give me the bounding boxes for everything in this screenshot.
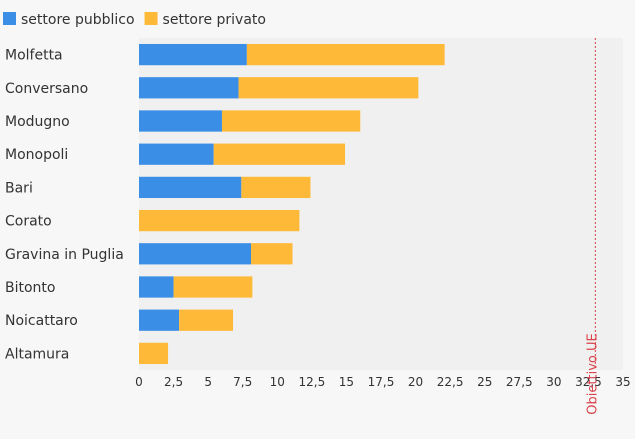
bar-bitonto-settore-privato[interactable]: [173, 276, 253, 298]
bar-monopoli-settore-pubblico[interactable]: [139, 143, 214, 165]
category-label-modugno: Modugno: [5, 114, 70, 130]
category-label-bitonto: Bitonto: [5, 280, 55, 296]
category-label-noicattaro: Noicattaro: [5, 313, 78, 329]
bar-gravina-in-puglia-settore-privato[interactable]: [251, 243, 293, 265]
x-tick-label: 15: [339, 375, 354, 389]
x-tick-label: 30: [546, 375, 561, 389]
x-tick-label: 27,5: [506, 375, 533, 389]
x-tick-label: 12,5: [298, 375, 325, 389]
target-line-group: Obiettivo UE: [585, 38, 600, 415]
x-tick-label: 25: [477, 375, 492, 389]
x-tick-label: 2,5: [164, 375, 183, 389]
bar-bitonto-settore-pubblico[interactable]: [139, 276, 174, 298]
category-label-molfetta: Molfetta: [5, 48, 63, 64]
x-tick-label: 17,5: [368, 375, 395, 389]
bar-conversano-settore-privato[interactable]: [238, 77, 419, 99]
bar-monopoli-settore-privato[interactable]: [213, 143, 346, 165]
bar-bari-settore-pubblico[interactable]: [139, 176, 242, 199]
x-tick-label: 0: [135, 375, 143, 389]
bar-noicattaro-settore-privato[interactable]: [179, 309, 234, 331]
target-line-label: Obiettivo UE: [585, 333, 600, 414]
bar-bari-settore-privato[interactable]: [241, 176, 311, 199]
bar-altamura-settore-privato[interactable]: [139, 342, 169, 365]
category-label-monopoli: Monopoli: [5, 147, 68, 163]
bar-modugno-settore-privato[interactable]: [221, 110, 361, 132]
category-label-corato: Corato: [5, 214, 52, 230]
bar-noicattaro-settore-pubblico[interactable]: [139, 309, 180, 331]
category-label-conversano: Conversano: [5, 81, 88, 97]
bar-corato-settore-privato[interactable]: [139, 209, 300, 232]
bars: [139, 43, 445, 365]
x-tick-label: 35: [615, 375, 630, 389]
category-labels: Molfetta Conversano Modugno Monopoli Bari Cor…: [5, 48, 124, 363]
bar-modugno-settore-pubblico[interactable]: [139, 110, 222, 132]
category-label-altamura: Altamura: [5, 346, 69, 362]
x-tick-label: 32,5: [575, 375, 602, 389]
category-label-bari: Bari: [5, 180, 33, 196]
x-tick-label: 10: [270, 375, 285, 389]
bar-molfetta-settore-pubblico[interactable]: [139, 43, 247, 66]
x-tick-label: 20: [408, 375, 423, 389]
legend-swatch-settore-pubblico: [3, 12, 16, 25]
legend-swatch-settore-privato: [144, 12, 158, 25]
x-tick-label: 7,5: [233, 375, 252, 389]
x-tick-label: 22,5: [437, 375, 464, 389]
x-tick-label: 5: [204, 375, 212, 389]
bar-gravina-in-puglia-settore-pubblico[interactable]: [139, 243, 252, 265]
legend-label-settore-privato[interactable]: settore privato: [163, 12, 266, 28]
x-axis-ticks: 0 2,5 5 7,5 10 12,5 15 17,5 20 22,5 25 27,5 30 32,5 35: [135, 375, 630, 389]
bar-conversano-settore-pubblico[interactable]: [139, 77, 239, 99]
category-label-gravina-in-puglia: Gravina in Puglia: [5, 247, 124, 263]
legend[interactable]: settore pubblico settore privato: [3, 12, 266, 28]
legend-label-settore-pubblico[interactable]: settore pubblico: [21, 12, 135, 28]
bar-molfetta-settore-privato[interactable]: [246, 43, 445, 66]
